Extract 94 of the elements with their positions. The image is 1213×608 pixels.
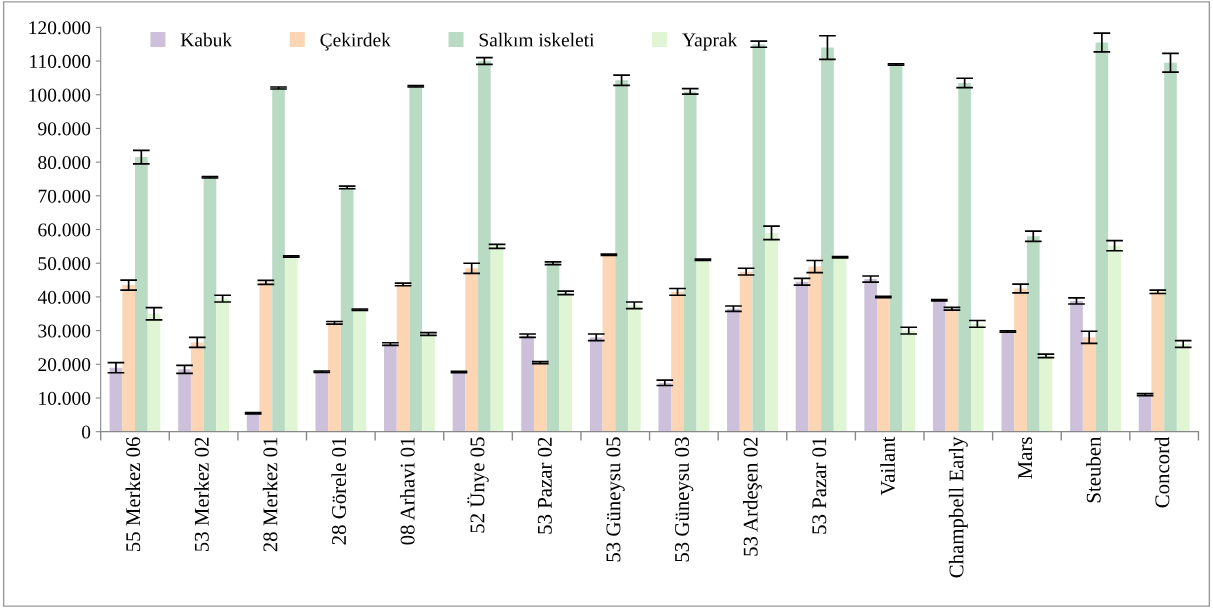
x-tick-label: 53 Güneysu 03 — [674, 437, 694, 562]
bar — [889, 64, 903, 432]
bar — [203, 177, 217, 432]
bar — [1108, 245, 1121, 432]
x-tick-label: 53 Pazar 01 — [812, 437, 827, 534]
x-tick-label: 52 Ünye 05 — [467, 437, 489, 533]
y-tick-label: 120.000 — [29, 21, 91, 35]
y-tick-label: 70.000 — [38, 189, 91, 203]
x-tick-label: 53 Güneysu 05 — [606, 437, 625, 562]
bar — [765, 232, 778, 432]
y-tick-label: 20.000 — [38, 358, 91, 372]
bar — [1151, 291, 1165, 432]
bar — [902, 330, 916, 432]
bar — [1070, 300, 1083, 432]
bar — [559, 292, 573, 432]
bar — [533, 362, 547, 432]
x-tick-label: Concord — [1154, 436, 1170, 508]
bar — [727, 308, 740, 432]
bar — [340, 187, 354, 432]
bar — [589, 337, 603, 432]
bar — [315, 371, 329, 432]
y-tick-label: 80.000 — [38, 155, 91, 170]
legend-label: Yaprak — [682, 32, 738, 51]
x-tick-label: 28 Merkez 01 — [262, 437, 278, 552]
bar — [808, 266, 822, 432]
bar — [932, 300, 946, 432]
bar — [1095, 42, 1109, 432]
bar — [833, 257, 847, 432]
bar — [190, 342, 204, 432]
x-tick-label: 28 Görele 01 — [331, 437, 347, 545]
bar — [353, 309, 367, 432]
legend-label: Kabuk — [180, 32, 233, 47]
bar — [958, 82, 971, 432]
bar — [945, 308, 959, 432]
x-tick-label: Vailant — [880, 436, 896, 496]
bar — [1001, 331, 1015, 432]
bar — [465, 268, 479, 432]
bar — [795, 281, 809, 432]
bar — [1039, 355, 1053, 432]
y-tick-label: 110.000 — [30, 54, 91, 69]
bar — [658, 382, 672, 432]
bar — [615, 80, 628, 432]
bar — [490, 246, 504, 432]
bar — [272, 88, 285, 432]
bar — [696, 259, 710, 432]
bar — [1026, 236, 1040, 432]
bar — [409, 86, 423, 432]
y-tick-label: 90.000 — [38, 122, 91, 136]
legend-label: Salkım iskeleti — [479, 32, 595, 47]
bar — [1014, 288, 1027, 432]
bar — [384, 344, 397, 432]
bar — [122, 285, 135, 432]
y-tick-label: 50.000 — [38, 257, 91, 271]
bar — [627, 305, 641, 432]
x-tick-label: Steuben — [1086, 436, 1101, 503]
bar — [134, 157, 148, 432]
bar — [671, 291, 684, 432]
bar — [147, 313, 161, 432]
x-tick-label: 08 Arhavi 01 — [399, 437, 415, 545]
bar — [259, 282, 273, 432]
bar — [452, 372, 466, 432]
y-tick-label: 30.000 — [38, 324, 91, 338]
bar — [971, 323, 984, 432]
x-tick-label: Mars — [1018, 437, 1033, 479]
x-tick-label: 53 Pazar 02 — [537, 437, 552, 534]
bar — [328, 322, 341, 432]
y-tick-label: 0 — [81, 425, 91, 439]
y-tick-label: 10.000 — [39, 391, 91, 406]
bar — [821, 47, 834, 432]
y-tick-label: 40.000 — [37, 290, 91, 304]
x-tick-label: 53 Ardeşen 02 — [743, 437, 762, 556]
bar — [864, 279, 877, 432]
bar — [521, 335, 534, 432]
bar — [478, 61, 491, 432]
x-tick-label: 55 Merkez 06 — [125, 437, 141, 552]
bar — [602, 254, 616, 432]
bar — [877, 296, 890, 432]
y-tick-label: 100.000 — [29, 88, 91, 102]
bar — [422, 333, 435, 432]
x-tick-label: 53 Merkez 02 — [194, 437, 209, 552]
bar — [178, 369, 191, 432]
bar — [1176, 344, 1190, 432]
bar — [683, 91, 697, 432]
bar — [739, 271, 753, 432]
bar — [546, 263, 560, 432]
bar — [396, 284, 410, 432]
bar — [1164, 62, 1177, 432]
bar — [284, 256, 298, 432]
bar — [1082, 337, 1096, 432]
bar — [216, 298, 229, 432]
legend-label: Çekirdek — [320, 32, 391, 51]
y-tick-label: 60.000 — [38, 223, 91, 237]
bar — [752, 44, 766, 432]
x-tick-label: Champbell Early — [948, 436, 968, 578]
